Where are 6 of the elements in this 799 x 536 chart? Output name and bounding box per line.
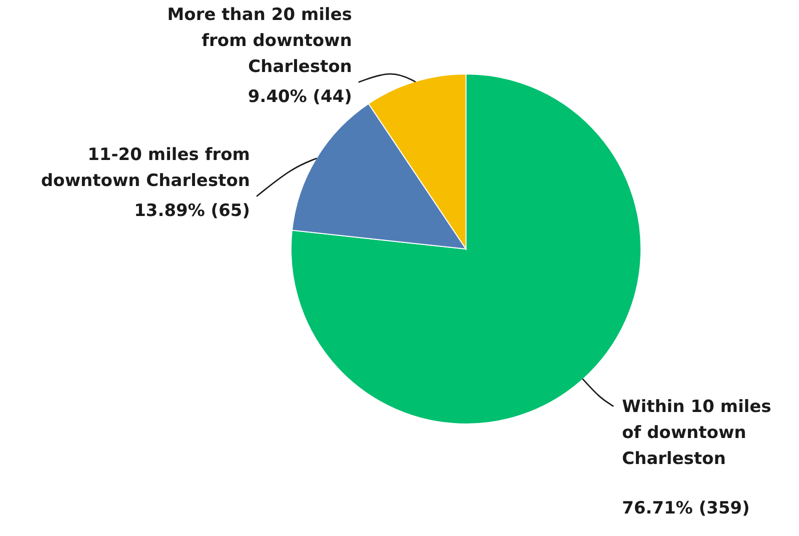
- slice-label: Within 10 miles of downtown Charleston: [622, 397, 772, 469]
- data-label: 76.71% (359): [622, 498, 750, 518]
- data-label: 13.89% (65): [134, 200, 250, 221]
- slice-label: 11-20 miles from downtown Charleston: [40, 145, 250, 191]
- slice-label: More than 20 miles from downtown Charleston: [167, 5, 352, 77]
- data-label: 9.40% (44): [248, 86, 352, 107]
